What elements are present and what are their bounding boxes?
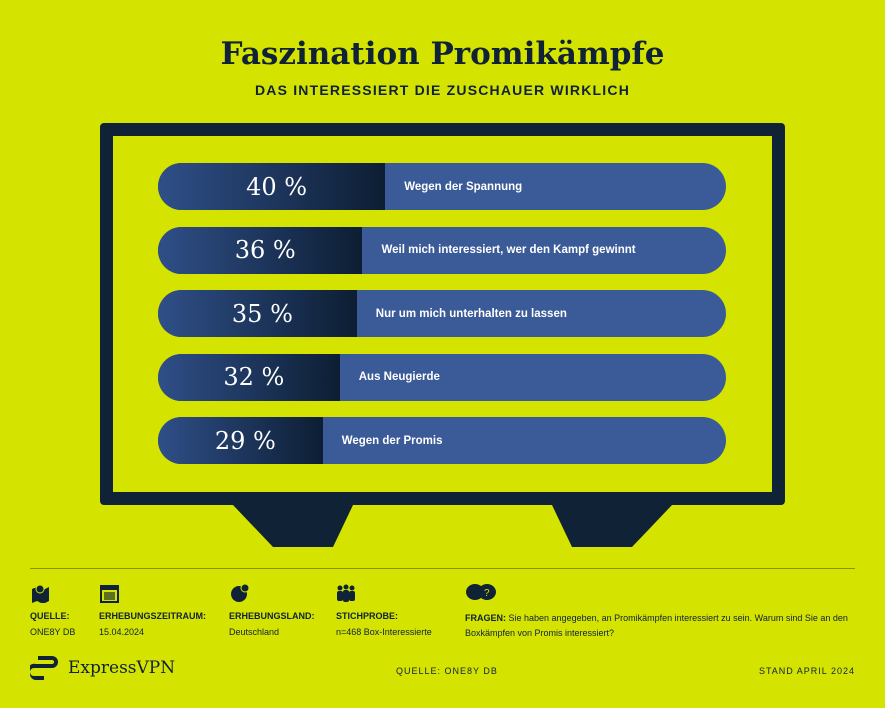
meta-label: QUELLE:	[30, 611, 70, 621]
people-icon	[337, 584, 355, 602]
meta-value: Deutschland	[229, 627, 280, 637]
value-label: 35 %	[231, 299, 293, 328]
chart-subtitle: DAS INTERESSIERT DIE ZUSCHAUER WIRKLICH	[254, 82, 631, 98]
category-label: Weil mich interessiert, wer den Kampf ge…	[381, 244, 636, 256]
question-block: ? FRAGEN: Sie haben angegeben, an Promik…	[465, 583, 855, 641]
divider	[30, 568, 855, 569]
value-label: 40 %	[246, 172, 308, 201]
bar-fill: 36 %	[158, 226, 363, 274]
category-label: Wegen der Spannung	[404, 180, 523, 193]
meta-value: ONE8Y DB	[30, 627, 76, 637]
category-label: Wegen der Promis	[341, 434, 443, 447]
value-label: 29 %	[214, 426, 276, 455]
question-text: Sie haben angegeben, an Promikämpfen int…	[465, 613, 848, 638]
tv-leg-left	[233, 505, 353, 547]
bar-fill: 32 %	[158, 353, 340, 401]
bar-fill: 29 %	[158, 417, 323, 464]
tv-leg-right	[552, 505, 672, 547]
meta-erhebungszeitraum: ERHEBUNGSZEITRAUM: 15.04.2024	[99, 583, 206, 637]
bar-track: 36 % Weil mich interessiert, wer den Kamp…	[158, 226, 726, 274]
bar-track: 29 % Wegen der Promis	[158, 417, 726, 464]
meta-label: ERHEBUNGSLAND:	[229, 611, 315, 621]
meta-value: n=468 Box-Interessierte	[336, 627, 432, 637]
bar-track: 40 % Wegen der Spannung	[158, 163, 726, 210]
calendar-icon	[100, 585, 119, 603]
value-label: 32 %	[223, 363, 285, 391]
svg-text:?: ?	[484, 588, 490, 599]
bar-fill: 35 %	[158, 290, 357, 337]
meta-label: ERHEBUNGSZEITRAUM:	[99, 611, 206, 621]
meta-value: 15.04.2024	[99, 627, 145, 637]
globe-icon	[231, 583, 250, 602]
meta-stichprobe: STICHPROBE: n=468 Box-Interessierte	[336, 583, 432, 637]
category-label: Aus Neugierde	[358, 371, 440, 383]
chart-title: Faszination Promikämpfe	[220, 36, 665, 72]
question-label: FRAGEN:	[465, 613, 506, 623]
expressvpn-logo-icon	[30, 656, 58, 680]
value-label: 36 %	[234, 236, 296, 264]
category-label: Nur um mich unterhalten zu lassen	[375, 307, 567, 320]
brand-name: ExpressVPN	[68, 658, 176, 678]
speech-bubbles-icon: ?	[466, 584, 496, 600]
meta-quelle: QUELLE: ONE8Y DB	[30, 583, 75, 637]
footer-source: QUELLE: ONE8Y DB	[396, 666, 498, 676]
meta-label: STICHPROBE:	[336, 611, 399, 621]
bar-fill: 40 %	[158, 163, 386, 210]
bar-track: 35 % Nur um mich unterhalten zu lassen	[158, 290, 726, 337]
meta-erhebungsland: ERHEBUNGSLAND: Deutschland	[229, 583, 315, 637]
expressvpn-logo: ExpressVPN	[30, 656, 175, 680]
bar-track: 32 % Aus Neugierde	[158, 353, 726, 401]
footer-date: STAND APRIL 2024	[758, 666, 855, 676]
tv-frame	[100, 123, 785, 505]
map-pin-icon	[32, 584, 49, 603]
